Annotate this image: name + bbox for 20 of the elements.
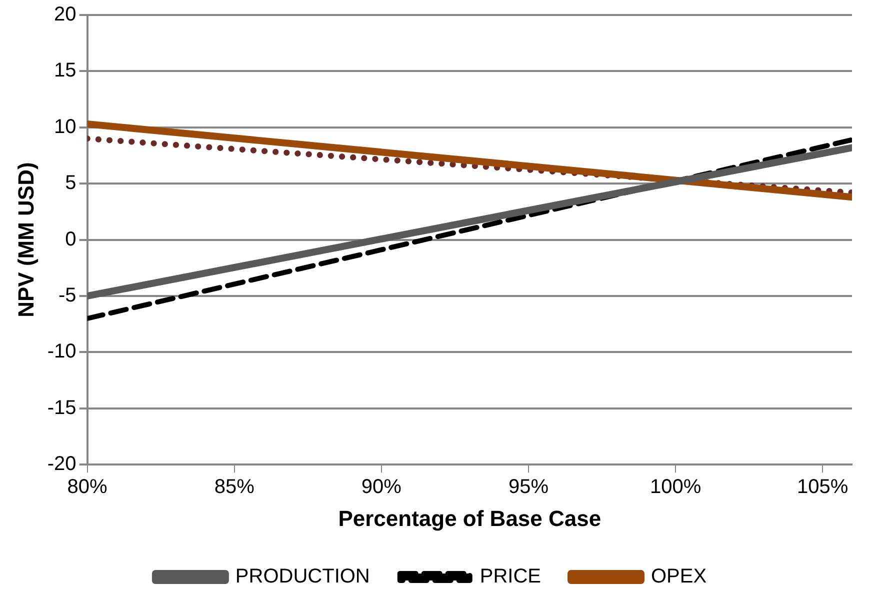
legend-label: PRICE [480, 566, 541, 588]
y-axis-title: NPV (MM USD) [13, 162, 38, 318]
y-tick-label: -5 [58, 284, 76, 307]
y-tick-label: 10 [54, 116, 76, 138]
y-tick-label: -15 [47, 396, 76, 419]
legend-label: PRODUCTION [235, 566, 370, 588]
x-tick-label: 80% [67, 476, 108, 498]
y-tick-label: 0 [65, 228, 76, 250]
x-tick-label: 90% [361, 476, 402, 498]
y-tick-label: -20 [47, 453, 76, 476]
x-tick-label: 100% [650, 476, 702, 498]
x-tick-label: 95% [508, 476, 549, 498]
y-tick-label: -10 [47, 340, 76, 363]
legend-label: OPEX [650, 566, 707, 588]
x-tick-label: 85% [214, 476, 255, 498]
y-tick-label: 5 [65, 172, 76, 194]
x-axis-title: Percentage of Base Case [338, 506, 602, 531]
y-tick-label: 20 [54, 4, 76, 26]
y-tick-label: 15 [54, 60, 76, 82]
x-tick-label: 105% [797, 476, 848, 498]
